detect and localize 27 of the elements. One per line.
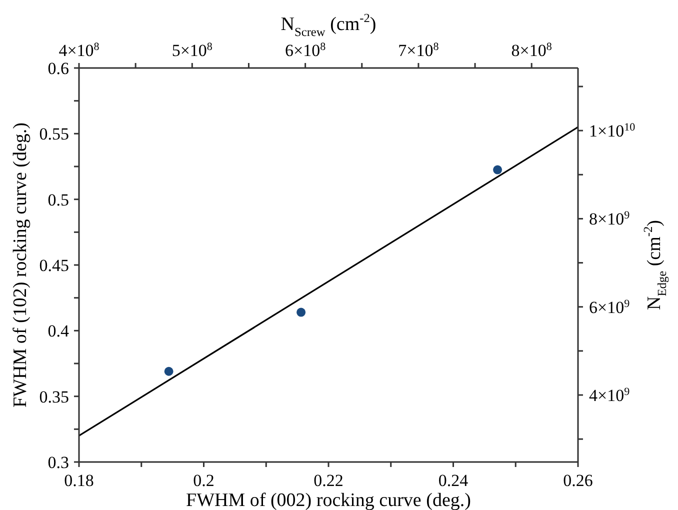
y-axis-title: FWHM of (102) rocking curve (deg.): [10, 122, 32, 408]
x-tick-label: 0.18: [64, 471, 94, 490]
x-tick-label: 0.22: [314, 471, 344, 490]
y-tick-label: 0.45: [39, 256, 69, 275]
y-tick-label: 0.55: [39, 124, 69, 144]
x2-tick-label: 5×10$^{8}$: [172, 41, 213, 60]
x2-tick-label: 8×10$^{8}$: [511, 41, 552, 60]
point: [164, 366, 174, 376]
x-axis-title: FWHM of (002) rocking curve (deg.): [186, 490, 471, 510]
y-tick-label: 0.3: [48, 453, 69, 472]
y-tick-label: 0.6: [48, 59, 69, 78]
x2-tick-label: 7×10$^{8}$: [398, 41, 440, 60]
y2-tick-label: 6×10$^{9}$: [589, 298, 630, 317]
y2-tick-label: 1×10$^{10}$: [589, 122, 636, 141]
y2-tick-label: 8×10$^{9}$: [589, 210, 630, 229]
x2-axis-title: N$_{Screw}$ (cm$^{-2}$): [280, 10, 376, 39]
x-tick-label: 0.2: [193, 471, 214, 490]
x2-tick-label: 4×10$^{8}$: [58, 41, 100, 60]
x-tick-label: 0.24: [438, 471, 469, 490]
point: [493, 165, 502, 174]
y-tick-label: 0.35: [39, 387, 69, 406]
y-tick-label: 0.4: [48, 322, 70, 341]
point: [296, 308, 306, 317]
y-tick-label: 0.5: [48, 190, 69, 210]
x-tick-label: 0.26: [563, 471, 593, 490]
x2-tick-label: 6×10$^{8}$: [284, 41, 326, 60]
y2-tick-label: 4×10$^{9}$: [589, 386, 630, 406]
